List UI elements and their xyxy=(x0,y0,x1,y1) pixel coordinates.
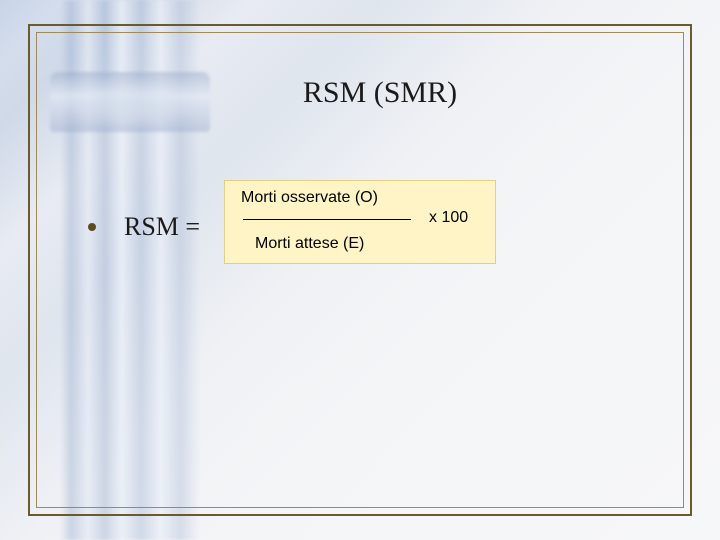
bullet-text: RSM = xyxy=(124,212,200,242)
slide-title: RSM (SMR) xyxy=(303,76,457,110)
formula-numerator: Morti osservate (O) xyxy=(241,189,378,207)
formula-fraction-line xyxy=(243,219,411,220)
formula-content: Morti osservate (O) Morti attese (E) x 1… xyxy=(225,181,495,263)
bullet-item: RSM = xyxy=(88,212,200,242)
formula-box: Morti osservate (O) Morti attese (E) x 1… xyxy=(224,180,496,264)
formula-denominator: Morti attese (E) xyxy=(255,235,364,253)
slide: RSM (SMR) RSM = Morti osservate (O) Mort… xyxy=(0,0,720,540)
bullet-dot-icon xyxy=(88,223,96,231)
formula-multiplier: x 100 xyxy=(429,209,468,227)
